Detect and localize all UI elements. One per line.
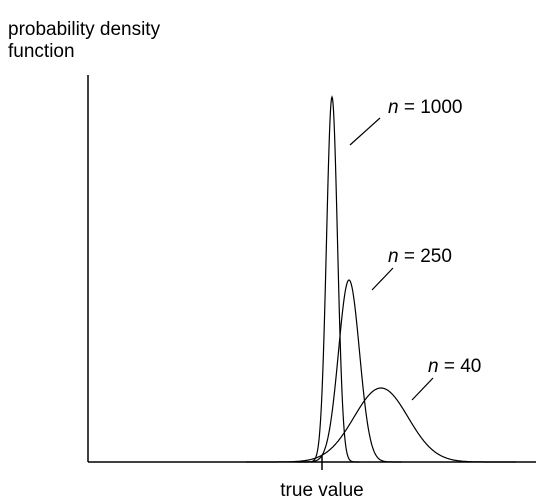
curve-symbol: n — [388, 97, 399, 118]
curve-size: = 40 — [439, 356, 482, 377]
leader-line — [371, 267, 394, 291]
curve-label: n = 1000 — [388, 97, 463, 118]
density-curve — [296, 279, 402, 463]
leader-line — [349, 117, 381, 146]
curve-size: = 1000 — [399, 97, 463, 118]
curve-symbol: n — [428, 356, 439, 377]
x-label: true value — [280, 480, 363, 500]
curve-label: n = 250 — [388, 246, 452, 267]
density-curve — [304, 95, 360, 463]
leader-line — [411, 377, 434, 401]
curve-label: n = 40 — [428, 356, 481, 377]
curve-symbol: n — [388, 246, 399, 267]
curve-size: = 250 — [399, 246, 452, 267]
y-label: probability density — [8, 19, 161, 40]
y-label: function — [8, 41, 75, 62]
density-curve — [246, 387, 516, 463]
